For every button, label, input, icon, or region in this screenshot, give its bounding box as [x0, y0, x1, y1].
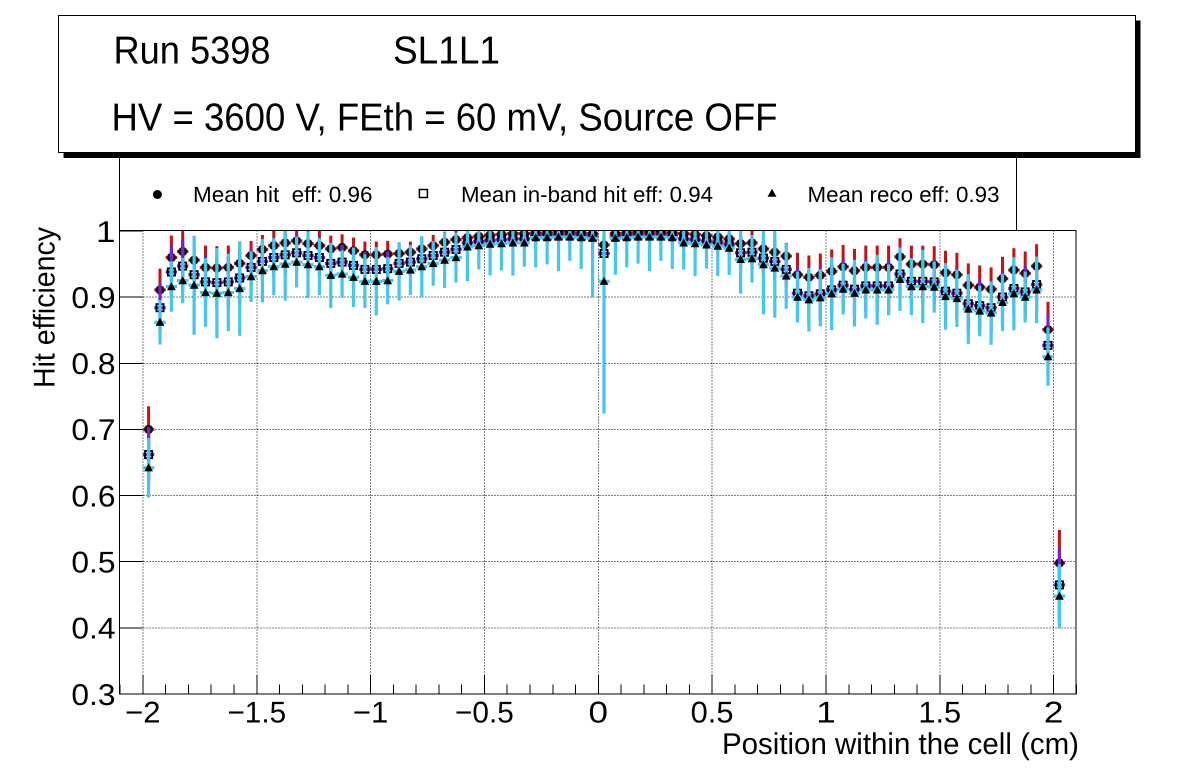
svg-text:Mean in-band hit eff: 0.94: Mean in-band hit eff: 0.94 [461, 182, 713, 207]
svg-text:1.5: 1.5 [918, 697, 961, 730]
svg-text:0.5: 0.5 [691, 697, 734, 730]
svg-text:1: 1 [816, 697, 836, 730]
svg-text:Hit efficiency: Hit efficiency [29, 227, 62, 388]
svg-text:0.4: 0.4 [71, 613, 115, 646]
svg-text:Mean hit eff: 0.96: Mean hit eff: 0.96 [193, 182, 373, 207]
svg-text:Position within the cell (cm): Position within the cell (cm) [722, 728, 1079, 761]
svg-text:HV = 3600 V, FEth = 60 mV, Sou: HV = 3600 V, FEth = 60 mV, Source OFF [112, 97, 778, 140]
svg-text:0.6: 0.6 [71, 480, 115, 513]
svg-text:−2: −2 [125, 697, 160, 730]
svg-text:Run 5398: Run 5398 [114, 30, 271, 73]
svg-text:1: 1 [96, 216, 116, 249]
svg-text:−1.5: −1.5 [227, 697, 286, 730]
svg-text:Mean reco eff: 0.93: Mean reco eff: 0.93 [808, 182, 1000, 207]
svg-text:0.8: 0.8 [71, 348, 115, 381]
svg-text:0.5: 0.5 [71, 547, 115, 580]
svg-text:0.7: 0.7 [71, 414, 115, 447]
svg-text:−1: −1 [353, 697, 388, 730]
svg-text:0: 0 [589, 697, 609, 730]
svg-text:0.3: 0.3 [71, 679, 115, 712]
svg-text:−0.5: −0.5 [455, 697, 514, 730]
svg-text:0.9: 0.9 [71, 282, 115, 315]
svg-text:SL1L1: SL1L1 [393, 30, 500, 73]
svg-text:2: 2 [1044, 697, 1064, 730]
